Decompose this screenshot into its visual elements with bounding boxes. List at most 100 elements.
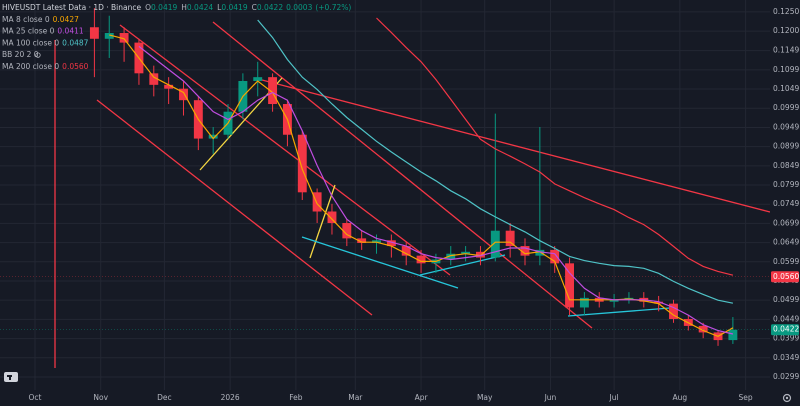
y-tick-label: 0.0949 <box>773 122 799 131</box>
x-tick-label: Oct <box>29 393 42 402</box>
ohlc-key: C <box>252 3 257 12</box>
y-tick-label: 0.1250 <box>773 7 799 16</box>
support-line <box>419 254 506 276</box>
legend-name: MA 200 close 0 <box>2 62 59 71</box>
legend-name: MA 100 close 0 <box>2 38 59 47</box>
ohlc-value: 0.0424 <box>187 3 213 12</box>
candle-body <box>416 255 426 264</box>
candle-body <box>357 238 367 243</box>
candle-body <box>268 77 278 105</box>
ohlc-key: L <box>217 3 222 12</box>
y-tick-label: 0.1149 <box>773 46 799 55</box>
candle-body <box>104 33 114 39</box>
change: 0.0003 <box>286 3 312 12</box>
legend-name: MA 25 close 0 <box>2 27 55 36</box>
y-tick-label: 0.0399 <box>773 334 799 343</box>
y-tick-label: 0.0999 <box>773 103 799 112</box>
y-tick-label: 0.0599 <box>773 257 799 266</box>
support-line <box>567 307 671 317</box>
x-tick-label: May <box>477 393 493 402</box>
x-tick-label: Sep <box>739 393 753 402</box>
ma-line <box>109 34 734 337</box>
y-tick-label: 0.0899 <box>773 142 799 151</box>
y-tick-label: 0.0799 <box>773 180 799 189</box>
legend-value: 0.0487 <box>62 38 88 47</box>
grid <box>0 0 770 390</box>
candle-body <box>208 134 218 139</box>
ohlc-value: 0.0419 <box>151 3 177 12</box>
time-axis <box>0 390 800 406</box>
candle-body <box>253 77 263 81</box>
y-tick-label: 0.0499 <box>773 295 799 304</box>
legend-value: 0.0560 <box>62 62 88 71</box>
candle-body <box>342 223 352 239</box>
candle-body <box>505 230 515 247</box>
y-tick-label: 0.0699 <box>773 218 799 227</box>
plot-marks <box>0 8 770 346</box>
legend-item[interactable]: MA 100 close 0 0.0487 <box>2 38 89 47</box>
y-tick-label: 0.0349 <box>773 353 799 362</box>
y-tick-label: 0.1200 <box>773 26 799 35</box>
candle-body <box>149 73 159 85</box>
candle-body <box>565 263 574 308</box>
x-tick-label: Jul <box>609 393 619 402</box>
price-label: 0.0560 <box>773 272 799 281</box>
ohlc-value: 0.0422 <box>257 3 283 12</box>
ohlc-value: 0.0419 <box>221 3 247 12</box>
candle-body <box>401 246 411 256</box>
y-tick-label: 0.0299 <box>773 372 799 381</box>
ohlc-key: O <box>145 3 151 12</box>
y-tick-label: 0.1099 <box>773 65 799 74</box>
legend-value: 0.0411 <box>57 27 83 36</box>
yellow-line <box>309 184 336 259</box>
settings-gear[interactable] <box>782 393 792 403</box>
visibility-icon <box>35 52 41 58</box>
x-tick-label: Feb <box>289 393 303 402</box>
ohlc-key: H <box>181 3 187 12</box>
header: HIVEUSDT Latest Data · 1D · Binance O0.04… <box>2 3 351 12</box>
y-tick-label: 0.0649 <box>773 238 799 247</box>
candle-body <box>312 192 322 212</box>
candle-body <box>669 303 678 319</box>
legend-item[interactable]: MA 25 close 0 0.0411 <box>2 27 84 36</box>
legend-item[interactable]: MA 200 close 0 0.0560 <box>2 62 89 71</box>
price-axis <box>770 0 800 406</box>
candle-body <box>550 249 560 264</box>
y-tick-label: 0.0749 <box>773 199 799 208</box>
axes: 0.1250 0.1200 0.1149 0.1099 0.1049 0.0999 0.09… <box>29 7 800 402</box>
support-line <box>301 236 459 289</box>
candle-body <box>520 246 530 256</box>
candle-body <box>386 240 396 247</box>
candle-body <box>609 299 619 302</box>
legend: HIVEUSDT Latest Data · 1D · Binance O0.04… <box>2 3 351 71</box>
channel-line <box>96 99 373 316</box>
candle-body <box>446 253 456 260</box>
legend-item[interactable]: MA 8 close 0 0.0427 <box>2 15 79 24</box>
price-label-box <box>771 271 799 283</box>
ma-line <box>376 17 734 276</box>
x-tick-label: Mar <box>348 393 363 402</box>
x-tick-label: Aug <box>673 393 688 402</box>
channel-line <box>119 24 451 276</box>
symbol-title: HIVEUSDT Latest Data · 1D · Binance <box>2 3 141 12</box>
candle-body <box>297 134 307 193</box>
legend-value: 0.0427 <box>53 15 79 24</box>
price-label-box <box>771 324 799 336</box>
candle-body <box>476 251 485 258</box>
change-pct: (+0.72%) <box>315 3 351 12</box>
x-tick-label: 2026 <box>221 393 240 402</box>
candle-body <box>728 329 738 341</box>
x-tick-label: Jun <box>544 393 557 402</box>
candle-body <box>327 211 337 224</box>
candle-body <box>698 325 708 333</box>
candle-body <box>179 88 188 101</box>
x-tick-label: Nov <box>93 393 108 402</box>
channel-line <box>261 79 771 213</box>
x-tick-label: Apr <box>415 393 429 402</box>
y-tick-label: 0.0849 <box>773 161 799 170</box>
candle-body <box>89 27 99 39</box>
candle-body <box>654 301 664 304</box>
price-label: 0.0422 <box>773 325 799 334</box>
tv-logo <box>4 372 18 382</box>
